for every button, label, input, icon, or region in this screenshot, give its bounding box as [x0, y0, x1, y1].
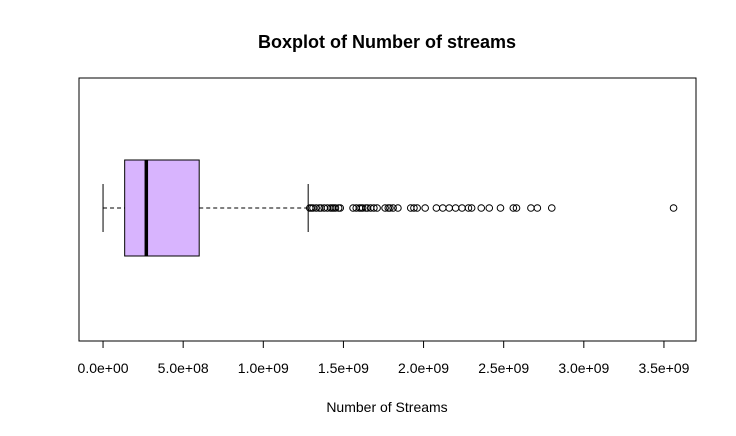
x-tick-label: 1.5e+09: [318, 360, 369, 376]
outlier-point: [373, 204, 381, 212]
outlier-point: [458, 204, 466, 212]
outlier-point: [432, 204, 441, 212]
x-tick-label: 2.0e+09: [398, 360, 449, 376]
outlier-point: [413, 204, 421, 212]
outlier-point: [451, 204, 460, 212]
outlier-point: [421, 204, 429, 212]
x-tick-label: 3.5e+09: [638, 360, 689, 376]
outlier-point: [669, 204, 678, 212]
x-tick-label: 1.0e+09: [238, 360, 289, 376]
x-tick-label: 3.0e+09: [558, 360, 609, 376]
outlier-point: [512, 204, 521, 212]
outlier-point: [509, 204, 518, 212]
outlier-point: [445, 204, 454, 212]
outlier-group: [305, 204, 678, 212]
outlier-point: [438, 204, 447, 212]
outlier-point: [331, 204, 340, 212]
x-tick-label: 5.0e+08: [158, 360, 209, 376]
x-tick-label: 2.5e+09: [478, 360, 529, 376]
chart-title: Boxplot of Number of streams: [258, 32, 516, 52]
outlier-point: [410, 204, 418, 212]
outlier-point: [381, 204, 389, 212]
outlier-point: [386, 204, 394, 212]
outlier-point: [358, 204, 367, 212]
outlier-point: [477, 204, 486, 212]
box-group: [102, 159, 309, 257]
x-tick-label: 0.0e+00: [78, 360, 129, 376]
outlier-point: [336, 204, 345, 212]
outlier-point: [312, 204, 320, 212]
outlier-point: [394, 204, 402, 212]
x-axis-label: Number of Streams: [326, 399, 447, 415]
outlier-point: [370, 204, 378, 212]
iqr-box: [124, 159, 200, 257]
outlier-point: [547, 204, 556, 212]
outlier-point: [496, 204, 505, 212]
outlier-point: [389, 204, 397, 212]
outlier-point: [527, 204, 535, 212]
outlier-point: [485, 204, 494, 212]
outlier-point: [467, 204, 476, 212]
outlier-point: [533, 204, 542, 212]
outlier-point: [464, 204, 473, 212]
x-axis: 0.0e+00 5.0e+08 1.0e+09 1.5e+09 2.0e+09 2.5e+…: [78, 340, 690, 376]
